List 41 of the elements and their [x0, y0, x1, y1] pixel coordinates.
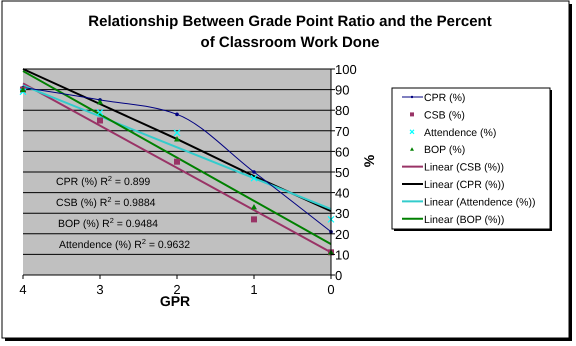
- x-tick-label: 4: [19, 282, 27, 297]
- legend-label: Linear (BOP (%)): [424, 214, 504, 226]
- legend-label: CSB (%): [424, 109, 465, 122]
- annotation: BOP (%) R$^{2}$ = 0.9484: [58, 216, 158, 230]
- point: [175, 112, 179, 116]
- x-tick-label: 1: [250, 282, 258, 297]
- y-tick-label: 40: [335, 186, 350, 201]
- point: [327, 216, 335, 223]
- annotation: CSB (%) R$^{2}$ = 0.9884: [56, 194, 156, 209]
- point: [97, 98, 103, 104]
- chart-title: Relationship Between Grade Point Ratio and the Percent of Classroom Work Done: [88, 13, 492, 51]
- point: [173, 129, 181, 136]
- point: [251, 204, 257, 210]
- point: [19, 88, 27, 96]
- y-tick-label: 20: [335, 226, 350, 242]
- legend-label: BOP (%): [424, 144, 466, 156]
- x-tick-label: 3: [96, 282, 104, 297]
- point: [174, 158, 180, 165]
- y-tick-label: 90: [335, 82, 350, 98]
- point: [252, 170, 256, 174]
- point: [174, 136, 180, 142]
- y-tick-label: 70: [335, 124, 350, 139]
- y-tick-label: 0: [335, 268, 342, 283]
- annotation: CPR (%) R$^{2}$ = 0.899: [56, 174, 150, 188]
- y-tick-label: 50: [335, 165, 350, 180]
- y-tick-label: 100: [335, 62, 357, 77]
- point: [251, 216, 257, 222]
- y-tick-label: 30: [335, 206, 350, 222]
- y-axis-title: %: [361, 154, 377, 168]
- legend-label: CPR (%): [424, 92, 466, 104]
- point: [97, 118, 103, 124]
- y-tick-label: 60: [335, 144, 350, 160]
- legend-label: Linear (Attendence (%)): [424, 196, 536, 208]
- y-tick-label: 10: [335, 247, 350, 262]
- point: [250, 174, 258, 182]
- legend-label: Linear (CPR (%)): [424, 179, 505, 191]
- legend-label: Linear (CSB (%)): [424, 162, 504, 174]
- y-tick-label: 80: [335, 103, 350, 118]
- legend-label: Attendence (%): [424, 126, 496, 139]
- annotation: Attendence (%) R$^{2}$ = 0.9632: [59, 236, 190, 251]
- point: [96, 108, 104, 116]
